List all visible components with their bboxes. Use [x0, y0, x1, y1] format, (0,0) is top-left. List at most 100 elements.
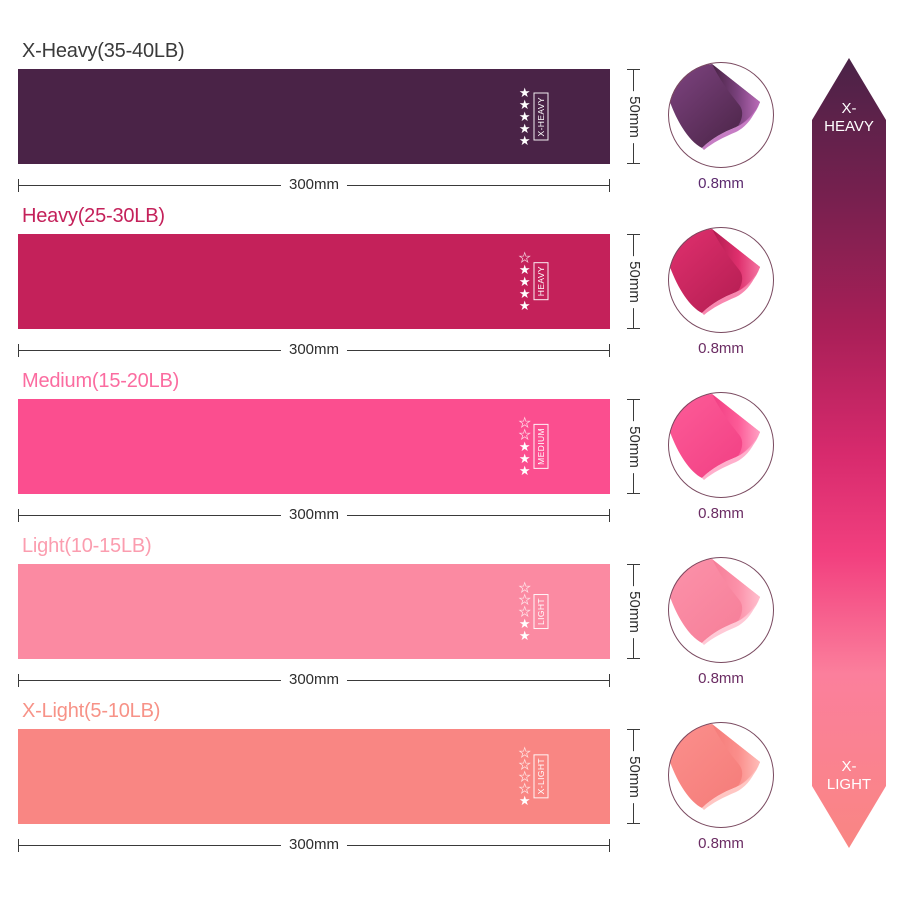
width-dimension-label-light: 300mm: [280, 669, 348, 691]
band-rating-stars-medium: ★ ★ ★ ★ ★: [518, 414, 531, 478]
height-dimension-light: 50mm: [622, 564, 646, 659]
band-tag-x-light: X-LIGHT: [533, 754, 548, 799]
dimension-end-cap-right: [609, 839, 610, 852]
dimension-end-cap-bottom: [627, 823, 640, 824]
star-filled-icon: ★: [518, 132, 531, 148]
dimension-end-cap-left: [18, 509, 19, 522]
star-hollow-icon: ★: [518, 756, 531, 772]
height-dimension-x-heavy: 50mm: [622, 69, 646, 164]
height-dimension-label-light: 50mm: [626, 585, 643, 638]
height-dimension-heavy: 50mm: [622, 234, 646, 329]
star-hollow-icon: ★: [518, 426, 531, 442]
band-mark-x-light: ★ ★ ★ ★ ★ X-LIGHT: [519, 739, 548, 815]
band-title-heavy: Heavy(25-30LB): [22, 205, 165, 227]
width-dimension-medium: 300mm: [18, 504, 610, 526]
star-filled-icon: ★: [518, 462, 531, 478]
arrow-top-label-line2: HEAVY: [824, 118, 874, 135]
thickness-circle-outline: [668, 722, 774, 828]
thickness-circle-outline: [668, 62, 774, 168]
star-hollow-icon: ★: [518, 744, 531, 760]
star-filled-icon: ★: [518, 84, 531, 100]
dimension-end-cap-right: [609, 674, 610, 687]
height-dimension-label-x-heavy: 50mm: [626, 90, 643, 143]
height-dimension-x-light: 50mm: [622, 729, 646, 824]
thickness-label-heavy: 0.8mm: [698, 340, 744, 357]
width-dimension-label-medium: 300mm: [280, 504, 348, 526]
dimension-end-cap-left: [18, 674, 19, 687]
dimension-end-cap-bottom: [627, 658, 640, 659]
star-filled-icon: ★: [518, 438, 531, 454]
star-filled-icon: ★: [518, 450, 531, 466]
band-row-x-light: X-Light(5-10LB) ★ ★ ★ ★ ★ X-LIGHT 300mm 50mm: [0, 698, 660, 863]
star-filled-icon: ★: [518, 108, 531, 124]
thickness-callout-x-heavy: 0.8mm: [668, 62, 780, 212]
star-filled-icon: ★: [518, 627, 531, 643]
band-swatch-x-heavy: ★ ★ ★ ★ ★ X-HEAVY: [18, 69, 610, 164]
height-dimension-label-medium: 50mm: [626, 420, 643, 473]
band-mark-heavy: ★ ★ ★ ★ ★ HEAVY: [519, 244, 548, 320]
band-row-x-heavy: X-Heavy(35-40LB) ★ ★ ★ ★ ★ X-HEAVY 300mm 50mm: [0, 38, 660, 203]
band-rating-stars-heavy: ★ ★ ★ ★ ★: [518, 250, 531, 313]
band-mark-medium: ★ ★ ★ ★ ★ MEDIUM: [519, 409, 548, 485]
band-tag-light: LIGHT: [533, 593, 548, 630]
width-dimension-light: 300mm: [18, 669, 610, 691]
band-tag-x-heavy: X-HEAVY: [533, 92, 548, 141]
star-filled-icon: ★: [518, 273, 531, 289]
band-rating-stars-light: ★ ★ ★ ★ ★: [518, 579, 531, 643]
band-swatch-light: ★ ★ ★ ★ ★ LIGHT: [18, 564, 610, 659]
arrow-top-label-line1: X-: [841, 100, 857, 117]
dimension-end-cap-left: [18, 839, 19, 852]
dimension-end-cap-right: [609, 344, 610, 357]
thickness-label-x-light: 0.8mm: [698, 835, 744, 852]
thickness-circle-outline: [668, 227, 774, 333]
band-mark-x-heavy: ★ ★ ★ ★ ★ X-HEAVY: [519, 79, 548, 155]
thickness-circle-outline: [668, 557, 774, 663]
arrow-bottom-label-line1: X-: [841, 758, 857, 775]
star-hollow-icon: ★: [518, 591, 531, 607]
star-filled-icon: ★: [518, 297, 531, 313]
star-hollow-icon: ★: [518, 603, 531, 619]
width-dimension-label-x-heavy: 300mm: [280, 174, 348, 196]
star-hollow-icon: ★: [518, 579, 531, 595]
dimension-end-cap-left: [18, 344, 19, 357]
star-filled-icon: ★: [518, 261, 531, 277]
resistance-gradient-arrow: X- HEAVY X- LIGHT: [812, 58, 886, 848]
band-mark-light: ★ ★ ★ ★ ★ LIGHT: [519, 574, 548, 650]
height-dimension-label-heavy: 50mm: [626, 255, 643, 308]
star-filled-icon: ★: [518, 615, 531, 631]
star-filled-icon: ★: [518, 285, 531, 301]
band-row-light: Light(10-15LB) ★ ★ ★ ★ ★ LIGHT 300mm 50mm: [0, 533, 660, 698]
height-dimension-medium: 50mm: [622, 399, 646, 494]
band-rating-stars-x-light: ★ ★ ★ ★ ★: [518, 744, 531, 808]
star-hollow-icon: ★: [518, 414, 531, 430]
thickness-callout-light: 0.8mm: [668, 557, 780, 707]
thickness-callout-medium: 0.8mm: [668, 392, 780, 542]
band-swatch-x-light: ★ ★ ★ ★ ★ X-LIGHT: [18, 729, 610, 824]
thickness-label-medium: 0.8mm: [698, 505, 744, 522]
thickness-label-light: 0.8mm: [698, 670, 744, 687]
band-swatch-heavy: ★ ★ ★ ★ ★ HEAVY: [18, 234, 610, 329]
band-title-x-heavy: X-Heavy(35-40LB): [22, 40, 185, 62]
dimension-end-cap-bottom: [627, 163, 640, 164]
star-filled-icon: ★: [518, 96, 531, 112]
band-title-light: Light(10-15LB): [22, 535, 152, 557]
dimension-end-cap-top: [627, 234, 640, 235]
dimension-end-cap-bottom: [627, 493, 640, 494]
arrow-bottom-label: X- LIGHT: [812, 758, 886, 794]
arrow-bottom-label-line2: LIGHT: [826, 776, 872, 793]
band-row-heavy: Heavy(25-30LB) ★ ★ ★ ★ ★ HEAVY 300mm 50mm: [0, 203, 660, 368]
thickness-callout-x-light: 0.8mm: [668, 722, 780, 872]
width-dimension-x-heavy: 300mm: [18, 174, 610, 196]
dimension-end-cap-right: [609, 179, 610, 192]
dimension-end-cap-bottom: [627, 328, 640, 329]
star-filled-icon: ★: [518, 792, 531, 808]
width-dimension-label-heavy: 300mm: [280, 339, 348, 361]
band-title-x-light: X-Light(5-10LB): [22, 700, 161, 722]
dimension-end-cap-left: [18, 179, 19, 192]
dimension-end-cap-top: [627, 69, 640, 70]
thickness-label-x-heavy: 0.8mm: [698, 175, 744, 192]
width-dimension-label-x-light: 300mm: [280, 834, 348, 856]
arrow-shape: [812, 58, 886, 848]
band-tag-heavy: HEAVY: [533, 262, 548, 301]
